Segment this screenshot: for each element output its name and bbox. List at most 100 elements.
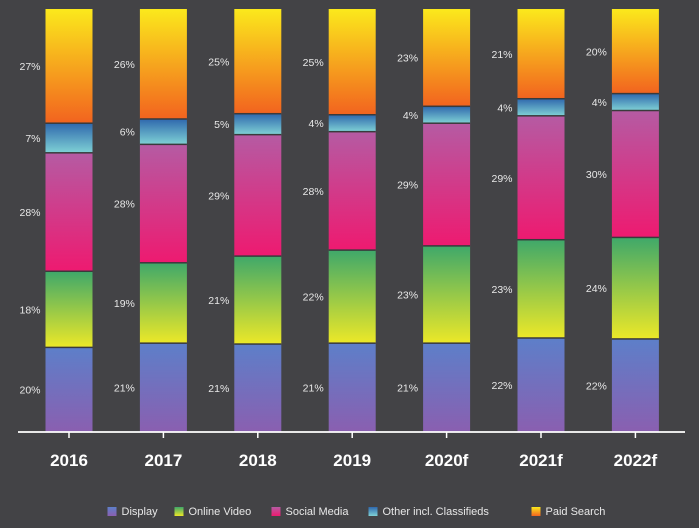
data-label-online-video-2021f: 23% <box>491 284 512 296</box>
bar-online-video-2017 <box>139 262 187 344</box>
legend: Display Online Video Social Media Other inc… <box>107 506 606 518</box>
legend-label: Paid Search <box>546 506 606 518</box>
data-label-social-media-2017: 28% <box>114 199 135 211</box>
data-label-display-2018: 21% <box>208 383 229 395</box>
bar-social-media-2021f <box>517 115 565 240</box>
legend-swatch <box>368 507 378 516</box>
segment-divider <box>517 337 565 339</box>
data-label-other-incl-classifieds-2021f: 4% <box>497 102 512 114</box>
segment-divider <box>234 255 282 257</box>
data-label-paid-search-2021f: 21% <box>491 49 512 61</box>
bar-online-video-2021f <box>517 239 565 338</box>
data-label-paid-search-2022f: 20% <box>586 46 607 58</box>
segment-divider <box>611 338 659 340</box>
bar-other-incl-classifieds-2016 <box>45 123 93 153</box>
segment-divider <box>328 114 376 116</box>
segment-divider <box>234 343 282 345</box>
data-label-paid-search-2016: 27% <box>19 61 40 73</box>
segment-divider <box>139 118 187 120</box>
bar-other-incl-classifieds-2018 <box>234 113 282 135</box>
segment-divider <box>45 270 93 273</box>
data-label-social-media-2021f: 29% <box>491 173 512 185</box>
segment-divider <box>328 130 376 133</box>
data-label-social-media-2018: 29% <box>208 190 229 202</box>
legend-label: Online Video <box>189 506 252 518</box>
data-label-other-incl-classifieds-2017: 6% <box>120 127 135 139</box>
data-label-paid-search-2020f: 23% <box>397 53 418 65</box>
x-tick-label-2019: 2019 <box>333 451 371 470</box>
legend-label: Display <box>122 506 159 518</box>
x-axis: 2016 2017 2018 2019 2020f 2021f 2022f <box>18 431 685 470</box>
bar-online-video-2019 <box>328 250 376 344</box>
data-label-display-2016: 20% <box>19 385 40 397</box>
bar-other-incl-classifieds-2020f <box>423 106 471 124</box>
x-tick-label-2016: 2016 <box>50 451 88 470</box>
bar-paid-search-2021f <box>517 9 565 99</box>
data-label-online-video-2019: 22% <box>303 292 324 304</box>
bar-display-2019 <box>328 343 376 432</box>
x-tick-label-2021f: 2021f <box>519 451 563 470</box>
data-labels-layer: 20% 18% 28% 7% 27% 21% 19% 28% 6% 26% 21% 21% 29% 5% 2… <box>19 46 606 396</box>
segment-divider <box>45 122 93 124</box>
bar-social-media-2019 <box>328 131 376 251</box>
data-label-online-video-2018: 21% <box>208 295 229 307</box>
data-label-online-video-2016: 18% <box>19 304 40 316</box>
data-label-paid-search-2018: 25% <box>208 56 229 68</box>
segment-divider <box>423 122 471 124</box>
data-label-display-2020f: 21% <box>397 383 418 395</box>
data-label-other-incl-classifieds-2016: 7% <box>25 133 40 145</box>
data-label-paid-search-2017: 26% <box>114 59 135 71</box>
data-label-online-video-2022f: 24% <box>586 283 607 295</box>
legend-label: Other incl. Classifieds <box>383 506 490 518</box>
bar-online-video-2022f <box>611 237 659 339</box>
bar-display-2021f <box>517 338 565 432</box>
x-tick-label-2018: 2018 <box>239 451 277 470</box>
bar-paid-search-2019 <box>328 9 376 115</box>
legend-item-online-video: Online Video <box>174 506 252 518</box>
segment-divider <box>328 342 376 344</box>
bar-social-media-2018 <box>234 134 282 257</box>
bar-display-2022f <box>611 338 659 432</box>
segment-divider <box>611 236 659 239</box>
data-label-other-incl-classifieds-2020f: 4% <box>403 110 418 122</box>
legend-label: Social Media <box>286 506 350 518</box>
segment-divider <box>234 133 282 136</box>
data-label-display-2021f: 22% <box>491 380 512 392</box>
bar-display-2018 <box>234 344 282 432</box>
x-tick-label-2020f: 2020f <box>425 451 469 470</box>
segment-divider <box>517 97 565 100</box>
segment-divider <box>139 342 187 344</box>
legend-item-paid-search: Paid Search <box>531 506 606 518</box>
segment-divider <box>423 342 471 344</box>
segment-divider <box>517 238 565 241</box>
data-label-display-2017: 21% <box>114 383 135 395</box>
bar-online-video-2018 <box>234 256 282 345</box>
data-label-online-video-2017: 19% <box>114 298 135 310</box>
data-label-online-video-2020f: 23% <box>397 290 418 302</box>
legend-swatch <box>271 507 281 516</box>
segment-divider <box>328 249 376 251</box>
bar-other-incl-classifieds-2021f <box>517 98 565 116</box>
data-label-other-incl-classifieds-2022f: 4% <box>592 97 607 109</box>
data-label-other-incl-classifieds-2019: 4% <box>309 118 324 130</box>
segment-divider <box>45 346 93 349</box>
segment-divider <box>234 112 282 115</box>
data-label-display-2022f: 22% <box>586 380 607 392</box>
segment-divider <box>611 92 659 95</box>
segment-divider <box>423 245 471 247</box>
bar-other-incl-classifieds-2017 <box>139 118 187 145</box>
legend-swatch <box>531 507 541 516</box>
bar-display-2017 <box>139 343 187 432</box>
legend-swatch <box>107 507 117 516</box>
segment-divider <box>139 143 187 146</box>
data-label-other-incl-classifieds-2018: 5% <box>214 119 229 131</box>
legend-item-other-incl-classifieds: Other incl. Classifieds <box>368 506 490 518</box>
bar-online-video-2020f <box>423 245 471 344</box>
bar-paid-search-2017 <box>139 9 187 119</box>
data-label-display-2019: 21% <box>303 383 324 395</box>
legend-swatch <box>174 507 184 516</box>
bar-paid-search-2020f <box>423 9 471 107</box>
data-label-paid-search-2019: 25% <box>303 57 324 69</box>
legend-item-social-media: Social Media <box>271 506 350 518</box>
bar-display-2016 <box>45 347 93 432</box>
